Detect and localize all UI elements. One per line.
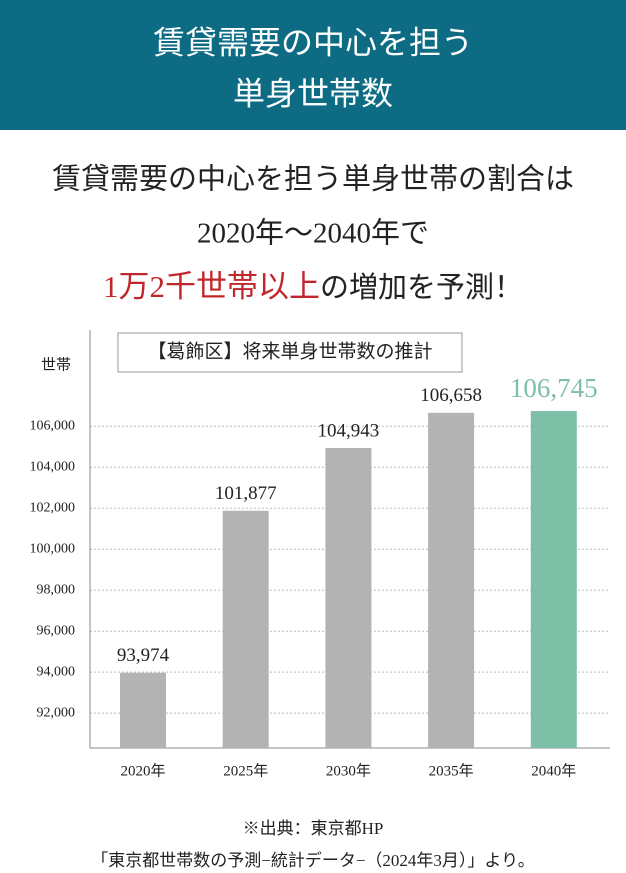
- y-axis-label: 世帯: [41, 356, 71, 373]
- y-tick-label: 102,000: [30, 500, 76, 515]
- bar: [428, 412, 475, 748]
- header-band: [0, 0, 626, 130]
- value-label: 101,877: [215, 483, 277, 504]
- x-tick-label: 2030年: [326, 762, 371, 779]
- bar: [120, 672, 166, 748]
- y-tick-label: 100,000: [30, 541, 76, 556]
- chart-title-box: [117, 332, 463, 373]
- headline: 2020年〜2040年で: [197, 217, 429, 250]
- headline: 賃貸需要の中心を担う単身世帯の割合は: [52, 163, 574, 196]
- y-tick-label: 92,000: [37, 705, 76, 720]
- source: ※出典：東京都HP: [243, 819, 384, 838]
- y-tick-label: 96,000: [37, 623, 76, 638]
- x-tick-label: 2025年: [223, 762, 268, 779]
- y-tick-label: 104,000: [30, 460, 76, 475]
- value-label: 104,943: [318, 420, 380, 441]
- y-tick-label: 106,000: [30, 419, 76, 434]
- value-label: 93,974: [117, 645, 170, 666]
- chart-title: 【葛飾区】将来単身世帯数の推計: [147, 340, 432, 362]
- y-tick-label: 98,000: [37, 582, 76, 597]
- header-title: 賃貸需要の中心を担う: [153, 24, 473, 60]
- bar: [325, 447, 372, 748]
- y-tick-label: 94,000: [37, 664, 76, 679]
- value-label: 106,745: [510, 373, 598, 403]
- x-tick-label: 2020年: [120, 762, 165, 779]
- bar: [222, 510, 269, 748]
- headline-highlight: 1万2千世帯以上: [103, 269, 320, 304]
- x-tick-label: 2040年: [531, 762, 576, 779]
- x-tick-label: 2035年: [429, 762, 474, 779]
- bar: [530, 411, 577, 748]
- value-label: 106,658: [420, 385, 482, 406]
- source: 「東京都世帯数の予測−統計データ−（2024年3月）」より。: [91, 850, 535, 870]
- headline-rest: の増加を予測！: [320, 271, 523, 304]
- header-title: 単身世帯数: [233, 75, 393, 111]
- headline: 1万2千世帯以上の増加を予測！: [103, 269, 523, 304]
